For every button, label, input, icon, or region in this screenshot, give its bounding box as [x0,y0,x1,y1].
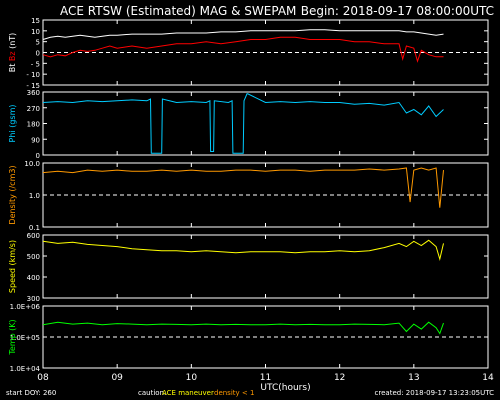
speed-panel-frame [42,234,489,299]
x-tick-label: 14 [482,373,494,383]
x-tick-label: 11 [260,373,271,383]
temp-series-line [42,321,444,335]
phi-ytick-label: 270 [27,105,40,113]
mag-ylabel-part: Bz [8,51,17,63]
phi-ytick-label: 0 [36,152,40,160]
density-ytick-label: 10.0 [24,160,40,168]
x-tick-label: 12 [334,373,345,383]
phi-ylabel: Phi (gsm) [8,105,17,143]
temp-ytick-label: 1.0E+06 [10,303,41,311]
x-tick-label: 09 [111,373,123,383]
temp-ytick-label: 1.0E+05 [10,334,40,342]
speed-ytick-label: 300 [27,295,40,303]
speed-series-line [42,239,444,262]
bz-series-line [42,36,444,63]
density-series-line [42,167,444,208]
phi-series-line [42,93,444,154]
mag-ytick-label: 0 [36,50,40,58]
caution-label: caution: [138,389,167,397]
speed-ytick-label: 500 [27,253,40,261]
density-ylabel: Density (/cm3) [8,165,17,224]
speed-ytick-label: 400 [27,274,40,282]
begin-time: Begin: 2018-09-17 08:00:00UTC [300,4,494,18]
chart-title: ACE RTSW (Estimated) MAG & SWEPAM [60,4,297,18]
start-doy: start DOY: 260 [6,389,57,397]
temp-ytick-label: 1.0E+04 [10,365,41,373]
temp-ylabel: Temp (K) [8,319,17,355]
phi-ylabel-part: (gsm) [8,105,17,131]
x-tick-label: 10 [186,373,198,383]
density-ytick-label: 0.1 [29,224,40,232]
x-axis-label: UTC(hours) [260,383,310,393]
x-tick-label: 13 [408,373,419,383]
phi-ytick-label: 180 [27,121,40,129]
density-ytick-label: 1.0 [29,192,40,200]
speed-ylabel-part: (km/s) [8,240,17,268]
x-tick-label: 08 [37,373,49,383]
mag-ytick-label: 5 [36,39,40,47]
mag-ylabel-part: Bt [8,64,17,73]
density-note: density < 1 [214,389,255,397]
bt-series-line [42,29,444,40]
density-ylabel-part: Density [8,194,17,225]
speed-ylabel-part: Speed [8,268,17,293]
mag-ytick-label: 10 [31,28,40,36]
mag-ytick-label: 15 [31,17,40,25]
created-time: created: 2018-09-17 13:23:05UTC [374,389,494,397]
density-ylabel-part: (/cm3) [8,165,17,194]
mag-ytick-label: - 5 [31,60,40,68]
phi-ytick-label: 90 [31,136,40,144]
mag-ylabel-part: (nT) [8,33,17,52]
mag-ylabel: Bt Bz (nT) [8,33,17,73]
temp-ylabel-part: (K) [8,319,17,333]
temp-ylabel-part: Temp [8,333,17,355]
mag-ytick-label: - 15 [26,82,40,90]
phi-ytick-label: 360 [27,89,40,97]
speed-ytick-label: 600 [27,232,40,240]
speed-ylabel: Speed (km/s) [8,240,17,293]
mag-ytick-label: - 10 [26,71,40,79]
maneuver-note: ACE maneuver [162,389,214,397]
phi-ylabel-part: Phi [8,130,17,142]
